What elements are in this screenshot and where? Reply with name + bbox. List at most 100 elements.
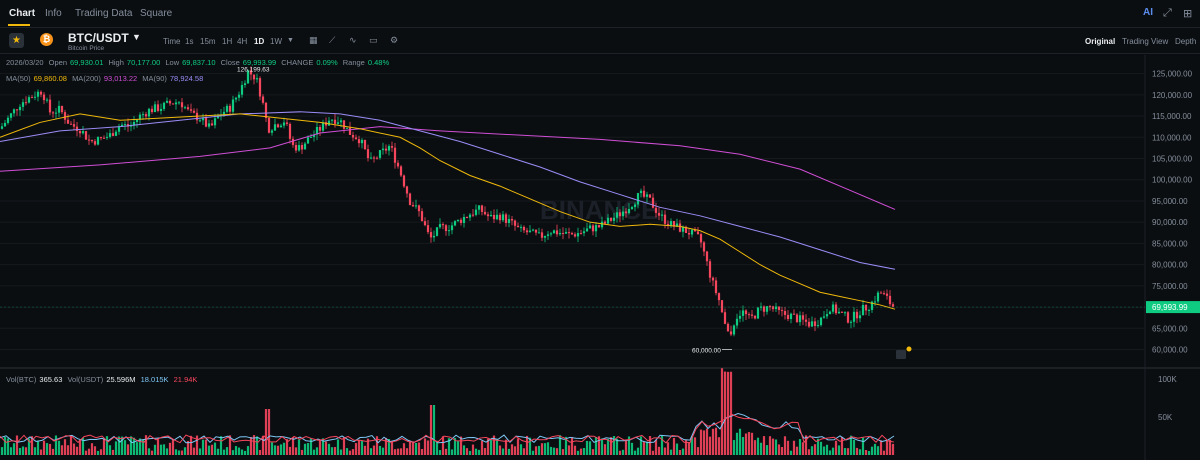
tab-info[interactable]: Info: [45, 8, 62, 19]
interval-time[interactable]: Time: [163, 37, 181, 46]
volume-bar: [540, 443, 544, 455]
view-trading-view[interactable]: Trading View: [1122, 37, 1169, 46]
expand-icon[interactable]: ⤢: [1163, 7, 1172, 19]
candle-body: [291, 138, 295, 145]
candle-body: [216, 115, 220, 119]
volume-bar: [108, 445, 112, 455]
interval-4h[interactable]: 4H: [237, 37, 248, 46]
calendar-icon[interactable]: ▦: [309, 35, 318, 45]
candle-body: [366, 149, 370, 159]
volume-bar: [861, 437, 865, 455]
volume-bar: [528, 437, 532, 455]
candle-body: [30, 97, 34, 99]
tab-chart[interactable]: Chart: [9, 8, 36, 19]
interval-dropdown-icon[interactable]: ▼: [287, 37, 294, 44]
volume-bar: [612, 436, 616, 455]
volume-bar: [219, 436, 223, 455]
grid-icon[interactable]: ⊞: [1183, 8, 1193, 20]
pair-subtitle[interactable]: Bitcoin Price: [68, 45, 105, 52]
volume-bar: [186, 440, 190, 455]
candle-body: [618, 212, 622, 217]
candle-body: [327, 120, 331, 126]
candle-body: [723, 312, 727, 324]
candle-body: [663, 214, 667, 224]
interval-15m[interactable]: 15m: [200, 37, 216, 46]
drawing-icon[interactable]: ▭: [369, 35, 378, 45]
volume-bar: [189, 435, 193, 455]
candle-body: [843, 312, 847, 314]
volume-bar: [84, 450, 88, 455]
candle-body: [210, 123, 214, 126]
candle-body: [639, 190, 643, 194]
pair-name[interactable]: BTC/USDT: [68, 31, 129, 45]
volume-bar: [633, 450, 637, 455]
price-axis-tick: 80,000.00: [1152, 261, 1188, 270]
line-tool-icon[interactable]: ∿: [349, 35, 357, 45]
candle-body: [468, 214, 472, 218]
candle-body: [834, 304, 838, 314]
volume-bar: [543, 443, 547, 455]
volume-bar: [420, 449, 424, 455]
interval-1s[interactable]: 1s: [185, 37, 194, 46]
tab-trading-data[interactable]: Trading Data: [75, 8, 133, 19]
volume-bar: [681, 448, 685, 455]
ai-icon[interactable]: AI: [1143, 7, 1153, 18]
candle-body: [693, 229, 697, 232]
volume-axis-tick: 50K: [1158, 413, 1173, 422]
volume-bar: [198, 448, 202, 455]
volume-bar: [471, 444, 475, 455]
ma50-value: 69,860.08: [33, 74, 67, 83]
volume-bar: [552, 447, 556, 455]
volume-bar: [873, 443, 877, 455]
volume-bar: [51, 448, 55, 455]
candle-body: [348, 127, 352, 135]
candle-body: [99, 137, 103, 139]
volume-bar: [180, 450, 184, 455]
volume-bar: [675, 443, 679, 455]
candle-body: [726, 323, 730, 332]
price-chart[interactable]: BINANCE 125,000.00 120,000.00 115,000.00 11…: [0, 55, 1200, 460]
volume-bar: [360, 440, 364, 455]
candle-body: [396, 162, 400, 167]
candle-body: [795, 314, 799, 323]
candle-body: [441, 224, 445, 226]
interval-1w[interactable]: 1W: [270, 37, 282, 46]
volume-bar: [252, 435, 256, 455]
volume-bar: [75, 446, 79, 455]
indicator-chart-icon[interactable]: ⟋: [329, 35, 336, 45]
candle-body: [444, 225, 448, 232]
volume-bar: [243, 450, 247, 455]
candle-body: [177, 102, 181, 104]
candle-body: [513, 220, 517, 226]
volume-bar: [384, 437, 388, 455]
volume-bar: [297, 439, 301, 455]
tab-square[interactable]: Square: [140, 8, 173, 19]
candle-body: [27, 97, 31, 103]
candle-body: [786, 314, 790, 320]
volume-bar: [810, 446, 814, 455]
interval-1h[interactable]: 1H: [222, 37, 233, 46]
volume-bar: [717, 437, 721, 455]
favorite-star-icon[interactable]: ★: [9, 33, 24, 48]
view-original[interactable]: Original: [1085, 37, 1116, 46]
settings-gear-icon[interactable]: ⚙: [390, 35, 399, 45]
chevron-down-icon[interactable]: ▼: [132, 32, 141, 42]
interval-1d[interactable]: 1D: [254, 37, 265, 46]
view-depth[interactable]: Depth: [1175, 37, 1197, 46]
candle-body: [174, 102, 178, 105]
candle-body: [258, 78, 262, 97]
candle-body: [627, 208, 631, 214]
volume-bar: [627, 436, 631, 455]
candle-body: [417, 205, 421, 212]
chart-canvas[interactable]: BINANCE 125,000.00 120,000.00 115,000.00 11…: [0, 55, 1200, 460]
candle-body: [93, 141, 97, 145]
volume-bar: [417, 442, 421, 455]
volume-bar: [525, 435, 529, 455]
ohlc-high: 70,177.00: [126, 58, 161, 67]
candle-body: [711, 277, 715, 281]
candle-body: [375, 157, 379, 159]
volume-bar: [177, 450, 181, 455]
candle-body: [114, 131, 118, 136]
candle-body: [567, 232, 571, 234]
candle-body: [306, 137, 310, 144]
